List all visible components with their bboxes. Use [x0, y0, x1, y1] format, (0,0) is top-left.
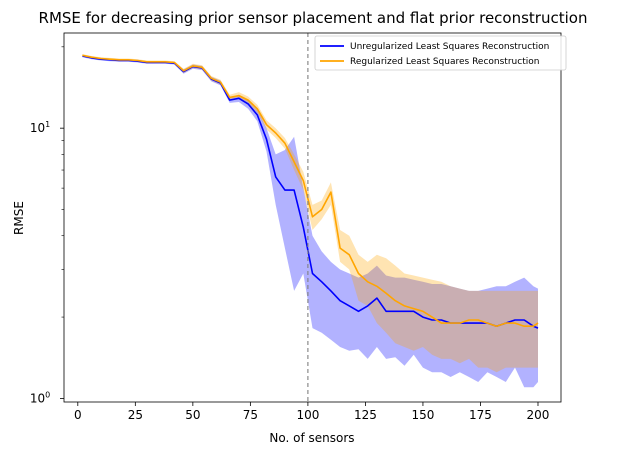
x-tick-label: 75 — [243, 408, 258, 422]
series-line-regularized — [82, 54, 539, 328]
x-tick-label: 150 — [411, 408, 434, 422]
x-tick-label: 200 — [527, 408, 550, 422]
y-tick-label: 101 — [30, 120, 50, 135]
x-tick-label: 100 — [296, 408, 319, 422]
y-axis-label: RMSE — [12, 201, 26, 235]
confidence-band-regularized — [82, 54, 539, 373]
x-tick-label: 125 — [354, 408, 377, 422]
x-tick-label: 0 — [74, 408, 82, 422]
x-tick-label: 50 — [185, 408, 200, 422]
confidence-band-unregularized — [82, 54, 539, 388]
plot-area — [82, 33, 539, 402]
legend-box — [314, 35, 567, 71]
y-tick-label: 100 — [30, 390, 50, 405]
x-axis: 0 25 50 75 100 125 150 175 200 — [74, 402, 549, 422]
x-axis-label: No. of sensors — [269, 431, 354, 445]
legend-label-regularized: Regularized Least Squares Reconstruction — [350, 57, 539, 67]
legend-label-unregularized: Unregularized Least Squares Reconstructi… — [350, 42, 549, 52]
chart-title: RMSE for decreasing prior sensor placeme… — [39, 9, 588, 27]
x-tick-label: 25 — [128, 408, 143, 422]
plot-frame — [63, 32, 562, 403]
x-tick-label: 175 — [469, 408, 492, 422]
y-axis: 100 101 — [30, 46, 64, 405]
legend: Unregularized Least Squares Reconstructi… — [314, 35, 567, 71]
